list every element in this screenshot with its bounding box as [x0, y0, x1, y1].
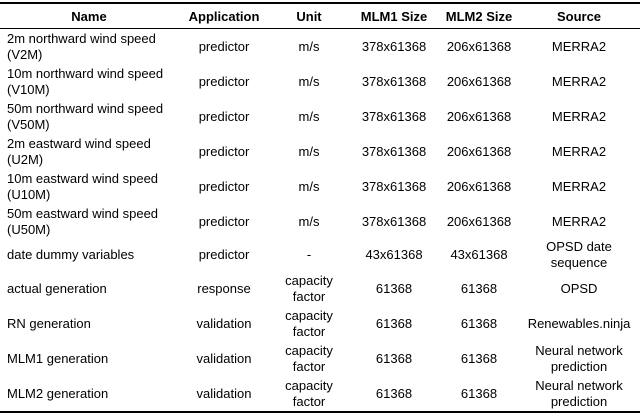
cell-mlm1-size: 61368 [375, 350, 413, 366]
cell-application: validation [196, 350, 252, 366]
cell-application: predictor [198, 247, 250, 262]
table-row: actual generation response capacity factor… [0, 271, 640, 306]
cell-name: 2m northward wind speed (V2M) [7, 30, 156, 62]
cell-mlm2-size: 61368 [440, 376, 518, 413]
header-unit: Unit [270, 2, 348, 29]
cell-mlm1-size: 378x61368 [361, 38, 427, 54]
cell-mlm2-size: 206x61368 [446, 38, 512, 54]
cell-mlm2-size: 206x61368 [446, 73, 512, 89]
cell-mlm2-size: 43x61368 [450, 247, 508, 262]
cell-mlm2-size: 61368 [460, 315, 498, 331]
cell-unit: - [306, 247, 312, 262]
header-mlm2-size: MLM2 Size [440, 2, 518, 29]
cell-name: date dummy variables [7, 247, 135, 262]
cell-name: 2m eastward wind speed (U2M) [7, 135, 151, 167]
cell-source: MERRA2 [551, 178, 607, 194]
header-application: Application [178, 2, 270, 29]
cell-name: 50m eastward wind speed (U50M) [7, 205, 159, 237]
cell-source: OPSD [560, 280, 598, 296]
table-row: MLM2 generation validation capacity factor… [0, 376, 640, 413]
header-mlm1-size: MLM1 Size [348, 2, 440, 29]
table-row: 50m northward wind speed (V50M) predictor… [0, 99, 640, 134]
cell-name: RN generation [7, 315, 91, 331]
header-name: Name [0, 2, 178, 29]
cell-name: 50m northward wind speed (V50M) [7, 100, 164, 132]
cell-mlm2-size: 61368 [460, 280, 498, 296]
table-body: 2m northward wind speed (V2M) predictor m/… [0, 29, 640, 413]
cell-unit: m/s [298, 213, 320, 229]
cell-unit: capacity factor [270, 376, 348, 413]
cell-source: Neural network prediction [535, 342, 623, 374]
cell-mlm1-size: 378x61368 [361, 213, 427, 229]
cell-unit: capacity factor [285, 272, 333, 304]
cell-application: response [197, 280, 251, 296]
cell-source: MERRA2 [551, 38, 607, 54]
cell-mlm1-size: 61368 [348, 376, 440, 413]
table-row: 2m northward wind speed (V2M) predictor m/… [0, 29, 640, 65]
cell-mlm2-size: 206x61368 [446, 143, 512, 159]
cell-source: OPSD date sequence [546, 239, 612, 270]
cell-mlm1-size: 378x61368 [361, 73, 427, 89]
cell-mlm2-size: 206x61368 [446, 108, 512, 124]
cell-name: MLM1 generation [7, 350, 109, 366]
cell-name: 10m eastward wind speed (U10M) [7, 170, 159, 202]
table-row: 10m eastward wind speed (U10M) predictor m… [0, 169, 640, 204]
table-row: RN generation validation capacity factor 61… [0, 306, 640, 341]
cell-mlm2-size: 61368 [460, 350, 498, 366]
cell-source: Neural network prediction [518, 376, 640, 413]
cell-application: predictor [198, 38, 250, 54]
cell-source: MERRA2 [551, 213, 607, 229]
header-row: Name Application Unit MLM1 Size MLM2 Siz… [0, 2, 640, 29]
cell-application: predictor [198, 143, 250, 159]
cell-unit: capacity factor [285, 342, 333, 374]
cell-source: MERRA2 [551, 108, 607, 124]
cell-application: predictor [198, 73, 250, 89]
cell-mlm1-size: 43x61368 [365, 247, 423, 262]
cell-mlm2-size: 206x61368 [446, 178, 512, 194]
table-row: 10m northward wind speed (V10M) predictor… [0, 64, 640, 99]
cell-unit: m/s [298, 38, 320, 54]
cell-mlm1-size: 61368 [375, 280, 413, 296]
cell-source: MERRA2 [551, 143, 607, 159]
cell-name: actual generation [7, 280, 107, 296]
cell-mlm1-size: 61368 [375, 315, 413, 331]
table-row: 2m eastward wind speed (U2M) predictor m/s… [0, 134, 640, 169]
cell-mlm1-size: 378x61368 [361, 143, 427, 159]
header-source: Source [518, 2, 640, 29]
cell-source: Renewables.ninja [527, 315, 631, 331]
cell-mlm1-size: 378x61368 [361, 108, 427, 124]
cell-name: MLM2 generation [0, 376, 178, 413]
table-row: date dummy variables predictor - 43x61368 43… [0, 239, 640, 271]
cell-source: MERRA2 [551, 73, 607, 89]
cell-unit: m/s [298, 108, 320, 124]
cell-unit: m/s [298, 143, 320, 159]
cell-application: predictor [198, 213, 250, 229]
table-row: MLM1 generation validation capacity factor… [0, 341, 640, 376]
cell-mlm1-size: 378x61368 [361, 178, 427, 194]
table-header: Name Application Unit MLM1 Size MLM2 Siz… [0, 2, 640, 29]
cell-application: validation [178, 376, 270, 413]
cell-unit: m/s [298, 73, 320, 89]
cell-unit: m/s [298, 178, 320, 194]
cell-unit: capacity factor [285, 307, 333, 339]
cell-application: validation [196, 315, 252, 331]
cell-application: predictor [198, 108, 250, 124]
table-row: 50m eastward wind speed (U50M) predictor m… [0, 204, 640, 239]
cell-mlm2-size: 206x61368 [446, 213, 512, 229]
cell-name: 10m northward wind speed (V10M) [7, 65, 164, 97]
cell-application: predictor [198, 178, 250, 194]
